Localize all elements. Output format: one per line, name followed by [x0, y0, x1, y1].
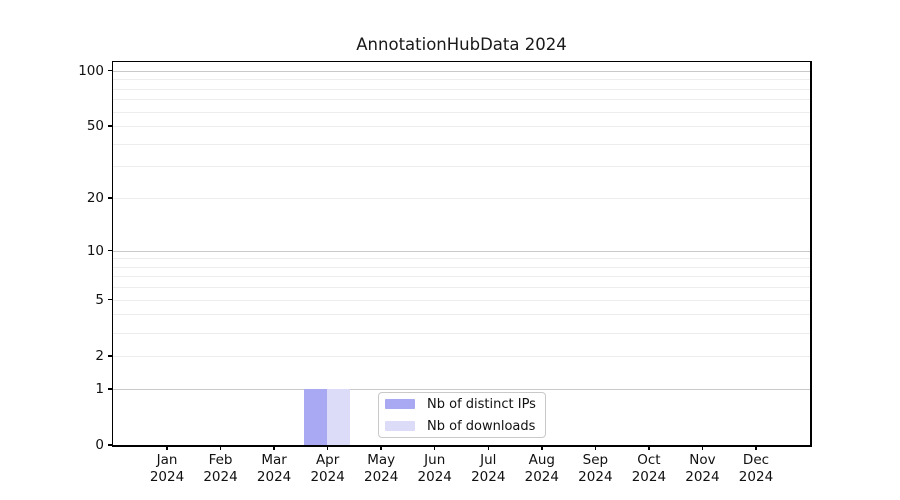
y-gridline-minor [113, 166, 810, 167]
x-tick-label: Jun 2024 [417, 452, 452, 485]
bar-nb-of-downloads [327, 388, 351, 445]
legend-item: Nb of distinct IPs [385, 393, 545, 415]
y-gridline-minor [113, 267, 810, 268]
y-gridline-minor [113, 333, 810, 334]
y-gridline-minor [113, 276, 810, 277]
legend-label: Nb of distinct IPs [427, 396, 536, 412]
y-tick-label: 0 [95, 437, 104, 453]
x-tick [219, 445, 222, 450]
y-tick-label: 100 [78, 62, 104, 79]
y-gridline-major [113, 251, 810, 252]
y-gridline-minor [113, 300, 810, 301]
y-tick [108, 197, 113, 199]
y-gridline-minor [113, 287, 810, 288]
x-tick [487, 445, 490, 450]
y-gridline-minor [113, 79, 810, 80]
x-tick [380, 445, 382, 450]
y-tick [108, 388, 113, 390]
x-tick-label: Sep 2024 [578, 452, 613, 485]
y-tick-label: 20 [86, 190, 104, 207]
y-gridline-minor [113, 258, 810, 259]
x-tick-label: Dec 2024 [738, 452, 774, 485]
plot-spine-bottom [111, 445, 812, 447]
x-tick-label: Feb 2024 [203, 452, 238, 485]
x-tick [701, 445, 704, 450]
y-gridline-minor [113, 126, 810, 127]
plot-spine-right [810, 60, 812, 447]
plot-spine-top [111, 60, 812, 62]
x-tick-label: Mar 2024 [256, 452, 292, 485]
y-gridline-minor [113, 112, 810, 113]
legend-swatch-icon [385, 399, 415, 409]
y-tick [108, 298, 113, 301]
x-tick [648, 445, 650, 450]
y-tick [108, 355, 113, 357]
y-gridline-major [113, 389, 810, 390]
legend: Nb of distinct IPs Nb of downloads [378, 392, 546, 438]
y-tick [108, 125, 113, 127]
x-tick-label: Nov 2024 [685, 452, 720, 485]
y-gridline-minor [113, 89, 810, 90]
y-tick-label: 10 [86, 242, 104, 259]
y-tick-label: 5 [95, 291, 104, 308]
y-gridline-minor [113, 99, 810, 100]
y-gridline-minor [113, 314, 810, 315]
x-tick [273, 445, 275, 450]
y-gridline-minor [113, 356, 810, 357]
x-tick [541, 445, 543, 450]
x-tick-label: Oct 2024 [631, 452, 667, 485]
x-tick [755, 445, 757, 450]
y-tick-label: 50 [86, 118, 104, 135]
bar-nb-of-distinct-ips [304, 388, 328, 445]
y-tick [108, 69, 113, 72]
legend-label: Nb of downloads [427, 418, 536, 434]
x-tick [433, 445, 436, 450]
chart-title: AnnotationHubData 2024 [356, 35, 567, 54]
x-tick-label: May 2024 [363, 452, 399, 485]
legend-swatch-icon [385, 421, 415, 431]
legend-item: Nb of downloads [385, 415, 545, 437]
y-tick [108, 444, 113, 446]
x-tick [594, 445, 597, 450]
y-gridline-major [113, 71, 810, 72]
x-tick [326, 445, 329, 450]
y-gridline-minor [113, 198, 810, 199]
y-tick [108, 249, 113, 252]
x-tick-label: Apr 2024 [310, 452, 345, 485]
x-tick-label: Jan 2024 [149, 452, 185, 485]
x-tick-label: Jul 2024 [471, 452, 506, 485]
y-tick-label: 2 [95, 347, 104, 364]
y-gridline-minor [113, 144, 810, 145]
y-tick-label: 1 [95, 380, 104, 397]
x-tick-label: Aug 2024 [524, 452, 559, 485]
plot-spine-left [111, 60, 113, 447]
x-tick [166, 445, 168, 450]
